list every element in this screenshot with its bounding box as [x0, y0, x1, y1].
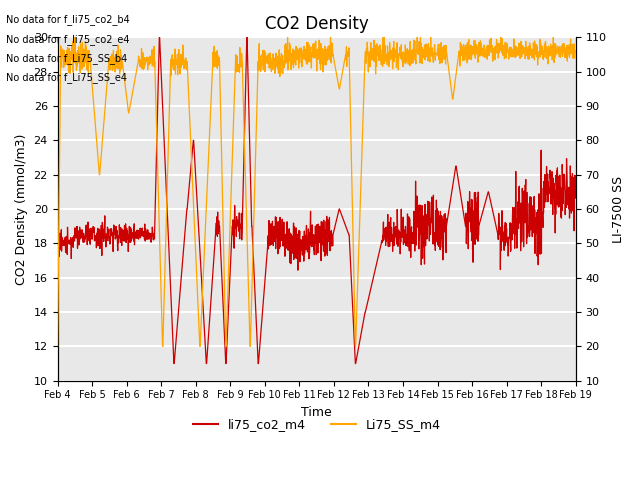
Title: CO2 Density: CO2 Density: [265, 15, 369, 33]
Y-axis label: LI-7500 SS: LI-7500 SS: [612, 176, 625, 242]
Text: No data for f_li75_co2_b4: No data for f_li75_co2_b4: [6, 14, 130, 25]
Y-axis label: CO2 Density (mmol/m3): CO2 Density (mmol/m3): [15, 133, 28, 285]
Legend: li75_co2_m4, Li75_SS_m4: li75_co2_m4, Li75_SS_m4: [188, 413, 445, 436]
Text: No data for f_Li75_SS_e4: No data for f_Li75_SS_e4: [6, 72, 127, 83]
Text: No data for f_li75_co2_e4: No data for f_li75_co2_e4: [6, 34, 130, 45]
Text: No data for f_Li75_SS_b4: No data for f_Li75_SS_b4: [6, 53, 127, 64]
X-axis label: Time: Time: [301, 406, 332, 419]
